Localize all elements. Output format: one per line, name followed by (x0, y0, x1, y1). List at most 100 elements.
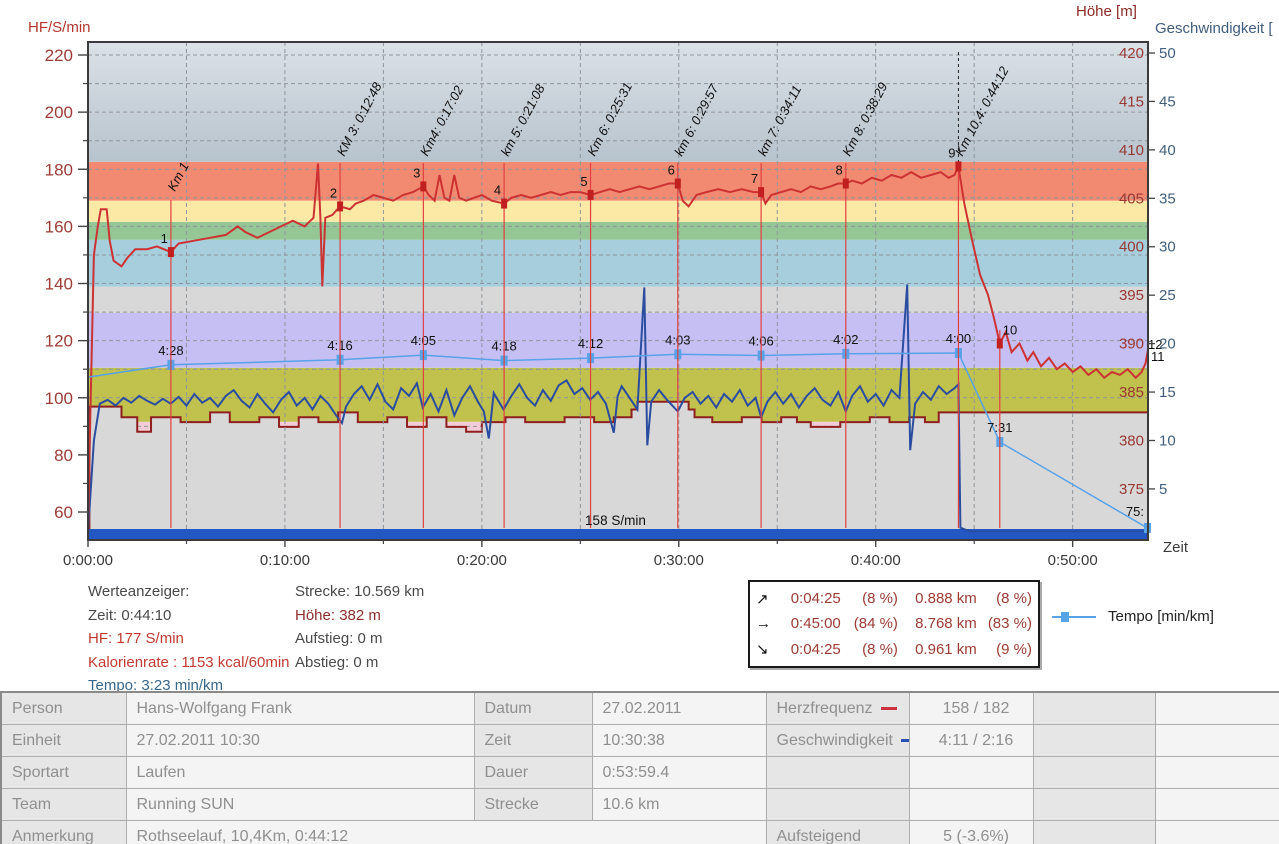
altitude-tick-label: 390 (1119, 336, 1144, 353)
hr-zone-band (88, 161, 1148, 201)
altitude-line (89, 400, 1147, 539)
tempo-legend-line-icon (1052, 611, 1096, 622)
herzfrequenz-value: 158 / 182 (908, 691, 1034, 725)
km-number: 3 (413, 165, 420, 180)
hr-zone-band (88, 200, 1148, 222)
altitude-tick-label: 420 (1119, 45, 1144, 62)
cursor-tempo: Tempo: 3:23 min/km (88, 677, 224, 694)
km-hr-marker (758, 187, 765, 198)
km-number: 7 (751, 171, 758, 186)
time-tick-label: 0:10:00 (260, 552, 310, 569)
altitude-tick-label: 375 (1119, 481, 1144, 498)
hr-zone-band (88, 221, 1148, 240)
speed-tick-label: 30 (1159, 239, 1176, 256)
hr-zone-band (88, 239, 1148, 287)
altitude-axis-title: Höhe [m] (1076, 3, 1137, 20)
person-label: Person (0, 691, 127, 725)
table-row-einheit: Einheit 27.02.2011 10:30 Zeit 10:30:38 G… (0, 724, 1279, 757)
aufsteigend-label: Aufsteigend (765, 820, 910, 844)
hf-tick-label: 180 (45, 160, 73, 179)
speed-legend-dash-icon (901, 738, 908, 742)
descent-stats-row: ↘ 0:04:25 (8 %) 0.961 km (9 %) (756, 640, 1032, 659)
hr-zone-band (88, 286, 1148, 313)
flat-stats-row: → 0:45:00 (84 %) 8.768 km (83 %) (756, 615, 1032, 632)
tempo-legend-label: Tempo [min/km] (1108, 608, 1214, 625)
cursor-hf: HF: 177 S/min (88, 630, 184, 647)
down-arrow-icon: ↘ (756, 641, 769, 659)
team-label: Team (0, 788, 127, 821)
team-value: Running SUN (125, 788, 475, 821)
km-hr-marker (996, 338, 1003, 349)
up-arrow-icon: ↗ (756, 590, 769, 608)
tempo-legend: Tempo [min/km] (1052, 608, 1214, 625)
activity-details-table: Person Hans-Wolfgang Frank Datum 27.02.2… (0, 691, 1279, 844)
aufsteigend-value: 5 (-3.6%) (908, 820, 1034, 844)
cursor-descent: Abstieg: 0 m (295, 653, 379, 671)
table-row-anmerkung: Anmerkung Rothseelauf, 10,4Km, 0:44:12 A… (0, 820, 1279, 844)
descent-time: 0:04:25 (790, 640, 841, 658)
table-row-team: Team Running SUN Strecke 10.6 km (0, 788, 1279, 821)
descent-time-pct: (8 %) (862, 640, 898, 658)
datum-value: 27.02.2011 (591, 691, 767, 725)
cursor-ascent: Aufstieg: 0 m (295, 630, 383, 647)
km-number: 1 (161, 231, 168, 246)
end-marker-number: 12 (1148, 337, 1162, 352)
altitude-tick-label: 415 (1119, 93, 1144, 110)
km-number: 8 (836, 163, 843, 178)
cursor-distance: Strecke: 10.569 km (295, 583, 425, 600)
time-tick-label: 0:50:00 (1048, 552, 1098, 569)
lap-bar (88, 529, 1148, 540)
hf-tick-label: 220 (45, 46, 73, 65)
ascent-time-pct: (8 %) (862, 590, 898, 608)
speed-tick-label: 40 (1159, 142, 1176, 159)
cursor-calorie-rate: Kalorienrate : 1153 kcal/60min (88, 653, 290, 671)
km-hr-marker (501, 198, 508, 209)
ascent-dist: 0.888 km (915, 590, 977, 608)
time-tick-label: 0:30:00 (654, 552, 704, 569)
werteanzeiger-title: Werteanzeiger: (88, 583, 190, 600)
hr-zone-band (88, 312, 1148, 368)
speed-line (89, 284, 1147, 533)
tempo-value-label: 75: (1126, 504, 1144, 519)
km-hr-marker (955, 161, 962, 172)
einheit-label: Einheit (0, 724, 127, 757)
km-hr-marker (167, 247, 174, 258)
speed-tick-label: 20 (1159, 336, 1176, 353)
hf-tick-label: 100 (45, 389, 73, 408)
altitude-area (89, 401, 1147, 540)
time-tick-label: 0:40:00 (851, 552, 901, 569)
hf-tick-label: 160 (45, 217, 73, 236)
dauer-value: 0:53:59.4 (591, 756, 767, 789)
anmerkung-label: Anmerkung (0, 820, 127, 844)
speed-tick-label: 35 (1159, 190, 1176, 207)
table-row-person: Person Hans-Wolfgang Frank Datum 27.02.2… (0, 691, 1279, 725)
altitude-tick-label: 400 (1119, 239, 1144, 256)
altitude-tick-label: 395 (1119, 287, 1144, 304)
tempo-legend-marker-icon (1061, 611, 1069, 622)
right-arrow-icon: → (756, 615, 771, 633)
geschwindigkeit-label: Geschwindigkeit (765, 724, 910, 757)
speed-tick-label: 25 (1159, 287, 1176, 304)
speed-tick-label: 45 (1159, 93, 1176, 110)
km-number: 9 (948, 145, 955, 160)
anmerkung-value: Rothseelauf, 10,4Km, 0:44:12 (125, 820, 767, 844)
speed-tick-label: 10 (1159, 432, 1176, 449)
time-tick-label: 0:20:00 (457, 552, 507, 569)
hf-tick-label: 200 (45, 103, 73, 122)
sportart-label: Sportart (0, 756, 127, 789)
flat-time: 0:45:00 (790, 615, 841, 633)
km-number: 2 (330, 185, 337, 200)
activity-chart[interactable]: 4:28 4:16 4:05 4:18 4:12 4:03 4:06 4:02 4:007:31… (0, 0, 1279, 575)
altitude-tick-label: 385 (1119, 384, 1144, 401)
speed-tick-label: 15 (1159, 384, 1176, 401)
time-axis-title: Zeit (1163, 539, 1189, 556)
cursor-time: Zeit: 0:44:10 (88, 606, 172, 624)
km-number: 6 (668, 163, 675, 178)
km-hr-marker (420, 181, 427, 192)
time-tick-label: 0:00:00 (63, 552, 113, 569)
hr-zone-band (88, 42, 1148, 162)
ascent-dist-pct: (8 %) (996, 590, 1032, 608)
zeit-value: 10:30:38 (591, 724, 767, 757)
person-value: Hans-Wolfgang Frank (125, 691, 475, 725)
